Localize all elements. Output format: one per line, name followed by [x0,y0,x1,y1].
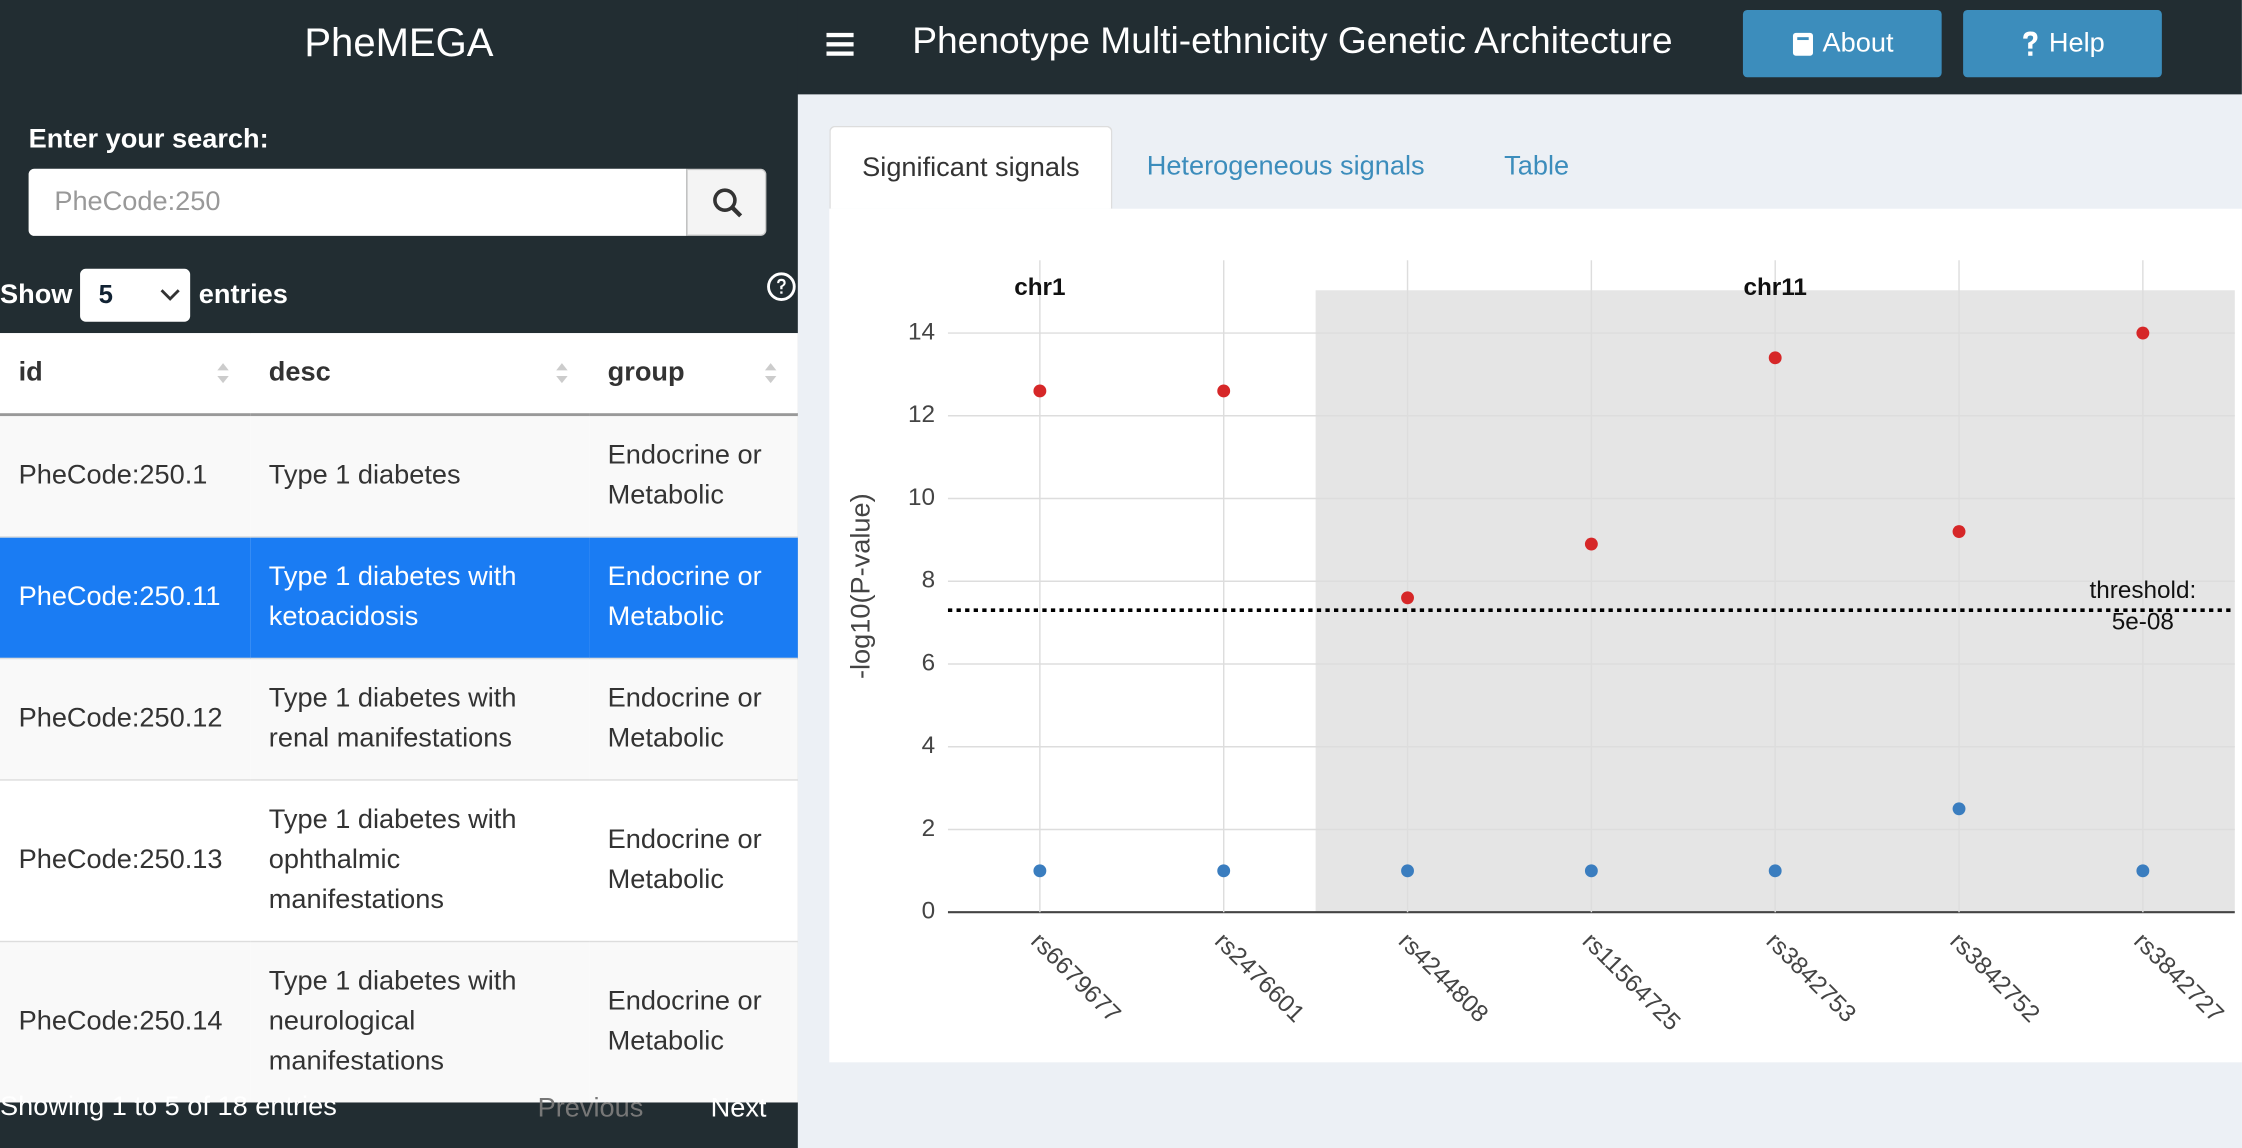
search-button[interactable] [686,168,767,236]
search-label: Enter your search: [28,124,269,155]
table-cell: Type 1 diabetes with renal manifestation… [250,657,590,780]
point [1952,802,1966,816]
table-cell: Endocrine or Metabolic [589,940,798,1103]
chevron [160,289,180,301]
sort-icon [764,363,777,384]
about-label: About [1822,27,1894,58]
point [2136,326,2150,340]
point [1768,864,1782,878]
threshold-label: threshold: [2090,577,2197,604]
table-cell: Type 1 diabetes with ketoacidosis [250,536,590,659]
tab-panel: 0 2 4 6 8 10 12 14 rs6679677 rs2476601 rs4244808 rs… [829,208,2242,1063]
y-axis-title: -log10(P-value) [844,493,875,679]
column-header[interactable]: group [589,333,798,417]
length-after: entries [198,280,288,311]
table-row[interactable]: PheCode:250.13 Type 1 diabetes with ophth… [0,779,798,942]
table-cell: PheCode:250.11 [0,536,251,659]
tab[interactable]: Table [1504,151,1570,182]
header-row: id desc group [0,333,798,417]
table-cell: Type 1 diabetes [250,413,590,537]
table-row[interactable]: PheCode:250.1 Type 1 diabetes Endocrine or… [0,413,798,537]
x-tick-label: rs11564725 [1577,928,1686,1037]
search-input[interactable]: PheCode:250 [28,168,687,236]
point [1033,384,1047,398]
x-tick-label: rs3842752 [1945,928,2045,1028]
help-button[interactable]: Help [1963,10,2162,78]
app-title: PheMEGA [304,20,494,65]
y-tick-label: 10 [908,484,935,511]
column-header[interactable]: id [0,333,251,417]
help-label: Help [2048,27,2105,58]
y-tick-label: 14 [908,318,935,345]
menu-toggle[interactable] [826,31,855,57]
point [1584,537,1598,551]
tab[interactable]: Significant signals [829,125,1113,209]
table-row[interactable]: PheCode:250.11 Type 1 diabetes with ketoa… [0,536,798,659]
threshold-label: 5e-08 [2112,609,2174,636]
length-before: Show [0,280,73,311]
table-row[interactable]: PheCode:250.14 Type 1 diabetes with neuro… [0,940,798,1103]
y-tick-label: 4 [922,732,936,759]
point [2136,864,2150,878]
y-tick-label: 0 [922,898,936,925]
x-tick-label: rs2476601 [1209,928,1309,1028]
x-tick-label: rs4244808 [1393,928,1493,1028]
sort-icon [217,363,229,384]
book-icon [1792,32,1813,56]
page-title: Phenotype Multi-ethnicity Genetic Archit… [912,18,1673,62]
table-cell: Endocrine or Metabolic [589,536,798,659]
help-circle[interactable] [766,272,796,302]
length-select[interactable]: 5 [80,268,191,322]
y-tick-label: 8 [922,567,936,594]
chromosome-label: chr11 [1743,274,1807,301]
sort-icon [556,363,568,384]
point [1584,864,1598,878]
column-header[interactable]: desc [250,333,590,417]
y-tick-label: 6 [922,649,936,676]
pagination-info: Showing 1 to 5 of 18 entries [0,1092,337,1123]
table-container: id desc group PheCode:250.1 Type 1 diabetes… [0,333,798,1103]
x-tick-label: rs3842727 [2128,928,2228,1028]
y-tick-label: 12 [908,401,935,428]
table-cell: PheCode:250.1 [0,413,251,537]
table-cell: Type 1 diabetes with ophthalmic manifest… [250,779,590,942]
table-row[interactable]: PheCode:250.12 Type 1 diabetes with renal… [0,657,798,780]
table-cell: PheCode:250.14 [0,940,251,1103]
x-tick-label: rs6679677 [1025,928,1125,1028]
y-tick-label: 2 [922,815,936,842]
chart: 0 2 4 6 8 10 12 14 rs6679677 rs2476601 rs4244808 rs… [844,260,2235,1037]
point [1217,864,1231,878]
search-icon [713,188,743,218]
x-tick-label: rs3842753 [1761,928,1861,1028]
data-table: id desc group PheCode:250.1 Type 1 diabetes… [0,333,798,1103]
point [1401,591,1414,605]
table-cell: Endocrine or Metabolic [589,779,798,942]
table-body: PheCode:250.1 Type 1 diabetes Endocrine or… [0,413,798,1103]
tab[interactable]: Heterogeneous signals [1146,151,1425,182]
point [1217,384,1231,398]
point [1952,525,1966,539]
table-cell: Endocrine or Metabolic [589,413,798,537]
table-cell: PheCode:250.12 [0,657,251,780]
table-cell: Type 1 diabetes with neurological manife… [250,940,590,1103]
point [1033,864,1047,878]
about-button[interactable]: About [1742,10,1942,78]
point [1768,351,1782,365]
previous-button[interactable]: Previous [537,1093,644,1124]
next-button[interactable]: Next [710,1093,767,1124]
table-cell: Endocrine or Metabolic [589,657,798,780]
chromosome-label: chr1 [1014,274,1065,301]
length-value: 5 [98,280,113,309]
table-cell: PheCode:250.13 [0,779,251,942]
point [1401,864,1414,878]
question-icon [2023,30,2038,56]
